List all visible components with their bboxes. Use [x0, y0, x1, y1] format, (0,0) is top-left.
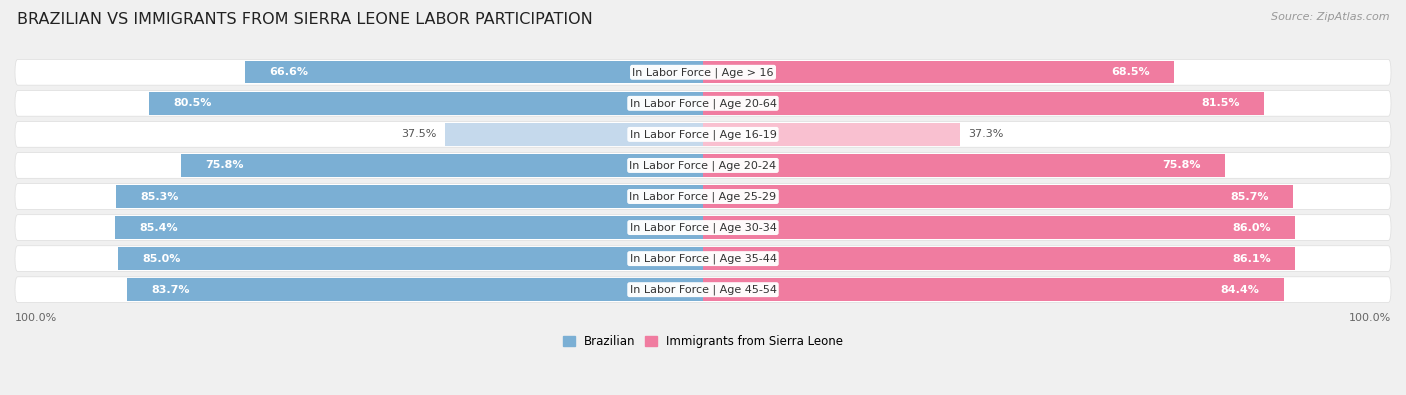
Text: In Labor Force | Age 20-24: In Labor Force | Age 20-24: [630, 160, 776, 171]
Bar: [703, 185, 1292, 208]
Text: 68.5%: 68.5%: [1112, 67, 1150, 77]
Text: In Labor Force | Age 30-34: In Labor Force | Age 30-34: [630, 222, 776, 233]
Text: 75.8%: 75.8%: [1161, 160, 1201, 171]
Text: BRAZILIAN VS IMMIGRANTS FROM SIERRA LEONE LABOR PARTICIPATION: BRAZILIAN VS IMMIGRANTS FROM SIERRA LEON…: [17, 12, 592, 27]
Bar: [703, 278, 1284, 301]
Bar: [181, 154, 703, 177]
Bar: [117, 185, 703, 208]
FancyBboxPatch shape: [15, 277, 1391, 303]
Legend: Brazilian, Immigrants from Sierra Leone: Brazilian, Immigrants from Sierra Leone: [558, 330, 848, 352]
Text: 75.8%: 75.8%: [205, 160, 245, 171]
Text: 100.0%: 100.0%: [1348, 313, 1391, 323]
Bar: [703, 247, 1295, 270]
Text: 84.4%: 84.4%: [1220, 285, 1260, 295]
Bar: [118, 247, 703, 270]
Bar: [703, 92, 1264, 115]
Text: 66.6%: 66.6%: [269, 67, 308, 77]
Text: 85.0%: 85.0%: [142, 254, 180, 263]
Text: 86.1%: 86.1%: [1233, 254, 1271, 263]
Text: 80.5%: 80.5%: [173, 98, 212, 108]
Text: 85.7%: 85.7%: [1230, 192, 1268, 201]
Text: In Labor Force | Age > 16: In Labor Force | Age > 16: [633, 67, 773, 77]
Text: 37.3%: 37.3%: [967, 130, 1004, 139]
Text: 86.0%: 86.0%: [1232, 222, 1271, 233]
Text: 37.5%: 37.5%: [401, 130, 437, 139]
Text: 100.0%: 100.0%: [15, 313, 58, 323]
Text: 85.3%: 85.3%: [141, 192, 179, 201]
Bar: [245, 61, 703, 83]
Text: Source: ZipAtlas.com: Source: ZipAtlas.com: [1271, 12, 1389, 22]
Text: In Labor Force | Age 16-19: In Labor Force | Age 16-19: [630, 129, 776, 140]
FancyBboxPatch shape: [15, 90, 1391, 116]
Bar: [703, 61, 1174, 83]
Bar: [115, 216, 703, 239]
FancyBboxPatch shape: [15, 122, 1391, 147]
FancyBboxPatch shape: [15, 184, 1391, 209]
Bar: [127, 278, 703, 301]
FancyBboxPatch shape: [15, 215, 1391, 241]
FancyBboxPatch shape: [15, 152, 1391, 178]
Text: In Labor Force | Age 20-64: In Labor Force | Age 20-64: [630, 98, 776, 109]
Bar: [446, 123, 703, 146]
Text: In Labor Force | Age 25-29: In Labor Force | Age 25-29: [630, 191, 776, 202]
Bar: [703, 154, 1225, 177]
Text: In Labor Force | Age 45-54: In Labor Force | Age 45-54: [630, 284, 776, 295]
FancyBboxPatch shape: [15, 246, 1391, 271]
Text: 85.4%: 85.4%: [139, 222, 179, 233]
Bar: [703, 123, 960, 146]
Text: 83.7%: 83.7%: [152, 285, 190, 295]
Text: 81.5%: 81.5%: [1201, 98, 1240, 108]
Bar: [703, 216, 1295, 239]
FancyBboxPatch shape: [15, 59, 1391, 85]
Bar: [149, 92, 703, 115]
Text: In Labor Force | Age 35-44: In Labor Force | Age 35-44: [630, 253, 776, 264]
